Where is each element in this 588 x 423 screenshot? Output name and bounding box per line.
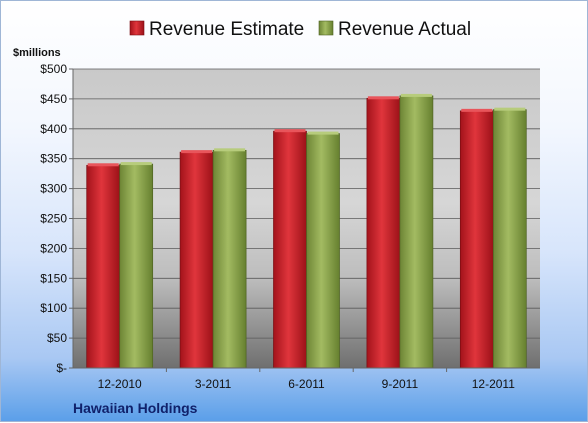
legend-label-estimate: Revenue Estimate: [149, 19, 304, 40]
x-tick-label: 9-2011: [382, 377, 419, 391]
y-tick-label: $450: [40, 92, 67, 106]
y-axis-ticks: $- $50 $100 $150 $200 $250 $300 $350 $400 $450 $50…: [40, 62, 73, 375]
legend-label-actual: Revenue Actual: [338, 19, 471, 40]
bar-revenue-actual: [399, 95, 434, 369]
y-tick-label: $150: [40, 271, 67, 285]
bars: [86, 93, 527, 369]
bar-revenue-actual: [212, 149, 247, 369]
bar-revenue-estimate: [459, 110, 494, 369]
bar-revenue-actual: [492, 109, 527, 369]
bar-revenue-actual-cap: [494, 107, 526, 111]
y-tick-label: $200: [40, 241, 67, 255]
bar-revenue-actual-cap: [307, 131, 339, 135]
y-tick-label: $500: [40, 62, 67, 76]
bar-revenue-estimate: [273, 130, 307, 369]
bar-revenue-actual-cap: [214, 148, 246, 152]
y-axis-unit-label: $millions: [13, 47, 61, 59]
bar-revenue-estimate-cap: [274, 129, 306, 133]
y-tick-label: $50: [47, 331, 67, 345]
legend-swatch-estimate: [129, 20, 145, 36]
bar-revenue-actual-cap: [400, 93, 432, 97]
legend-swatch-actual: [318, 20, 334, 36]
legend: Revenue Estimate Revenue Actual: [129, 19, 471, 40]
bar-revenue-estimate-cap: [87, 163, 119, 167]
bar-revenue-estimate-cap: [181, 150, 213, 154]
x-axis-ticks: 12-2010 3-2011 6-2011 9-2011 12-2011: [98, 368, 515, 391]
y-tick-label: $400: [40, 122, 67, 136]
bar-revenue-estimate: [86, 164, 121, 369]
x-tick-label: 6-2011: [288, 377, 325, 391]
y-tick-label: $100: [40, 301, 67, 315]
y-tick-label: $-: [56, 361, 67, 375]
bar-revenue-actual-cap: [120, 162, 152, 166]
bar-revenue-actual: [119, 163, 154, 369]
y-tick-label: $250: [40, 212, 67, 226]
bar-revenue-estimate: [366, 97, 401, 369]
x-tick-label: 12-2010: [98, 377, 142, 391]
x-tick-label: 3-2011: [195, 377, 232, 391]
company-name: Hawaiian Holdings: [73, 400, 198, 416]
bar-revenue-estimate-cap: [367, 96, 399, 100]
y-tick-label: $300: [40, 182, 67, 196]
x-tick-label: 12-2011: [472, 377, 515, 391]
bar-revenue-actual: [306, 133, 340, 369]
bar-revenue-estimate-cap: [461, 108, 493, 112]
y-tick-label: $350: [40, 152, 67, 166]
bar-revenue-estimate: [179, 151, 214, 369]
